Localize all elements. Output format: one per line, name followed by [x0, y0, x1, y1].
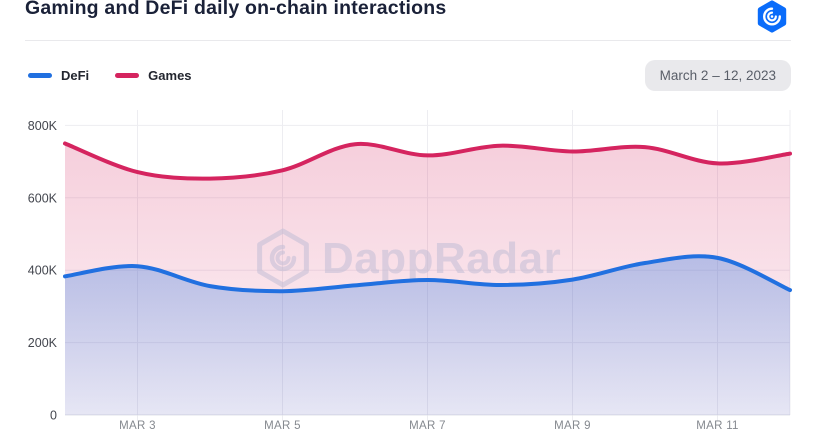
- defi-line[interactable]: [63, 254, 792, 294]
- watermark-hexagon-icon: [257, 228, 309, 288]
- games-line[interactable]: [63, 141, 792, 181]
- legend-item-games[interactable]: Games: [115, 67, 192, 83]
- legend-item-defi[interactable]: DeFi: [28, 68, 89, 83]
- divider: [25, 40, 791, 41]
- legend-row: DeFi Games March 2 – 12, 2023: [28, 58, 791, 92]
- y-axis-label: 800K: [28, 119, 58, 133]
- games-legend-swatch: [115, 72, 140, 78]
- x-axis-label: MAR 11: [696, 420, 739, 432]
- x-axis-label: MAR 3: [119, 420, 156, 432]
- date-range-pill[interactable]: March 2 – 12, 2023: [644, 59, 791, 91]
- header: Gaming and DeFi daily on-chain interacti…: [25, 0, 791, 38]
- defi-legend-swatch: [28, 72, 52, 78]
- defi-area: [65, 256, 790, 415]
- y-axis-label: 200K: [28, 336, 58, 350]
- dappradar-logo-icon[interactable]: [753, 0, 791, 38]
- x-axis-label: MAR 5: [264, 420, 301, 432]
- x-axis-label: MAR 7: [409, 420, 446, 432]
- watermark-text: DappRadar: [322, 234, 561, 283]
- x-axis-label: MAR 9: [554, 420, 591, 432]
- y-axis-label: 0: [50, 409, 57, 423]
- y-axis-label: 400K: [28, 264, 58, 278]
- defi-legend-label: DeFi: [61, 67, 90, 83]
- games-legend-label: Games: [148, 67, 192, 83]
- watermark: DappRadar: [257, 228, 561, 288]
- legend: DeFi Games: [28, 68, 192, 83]
- page-title: Gaming and DeFi daily on-chain interacti…: [25, 0, 447, 19]
- y-axis-label: 600K: [28, 191, 58, 205]
